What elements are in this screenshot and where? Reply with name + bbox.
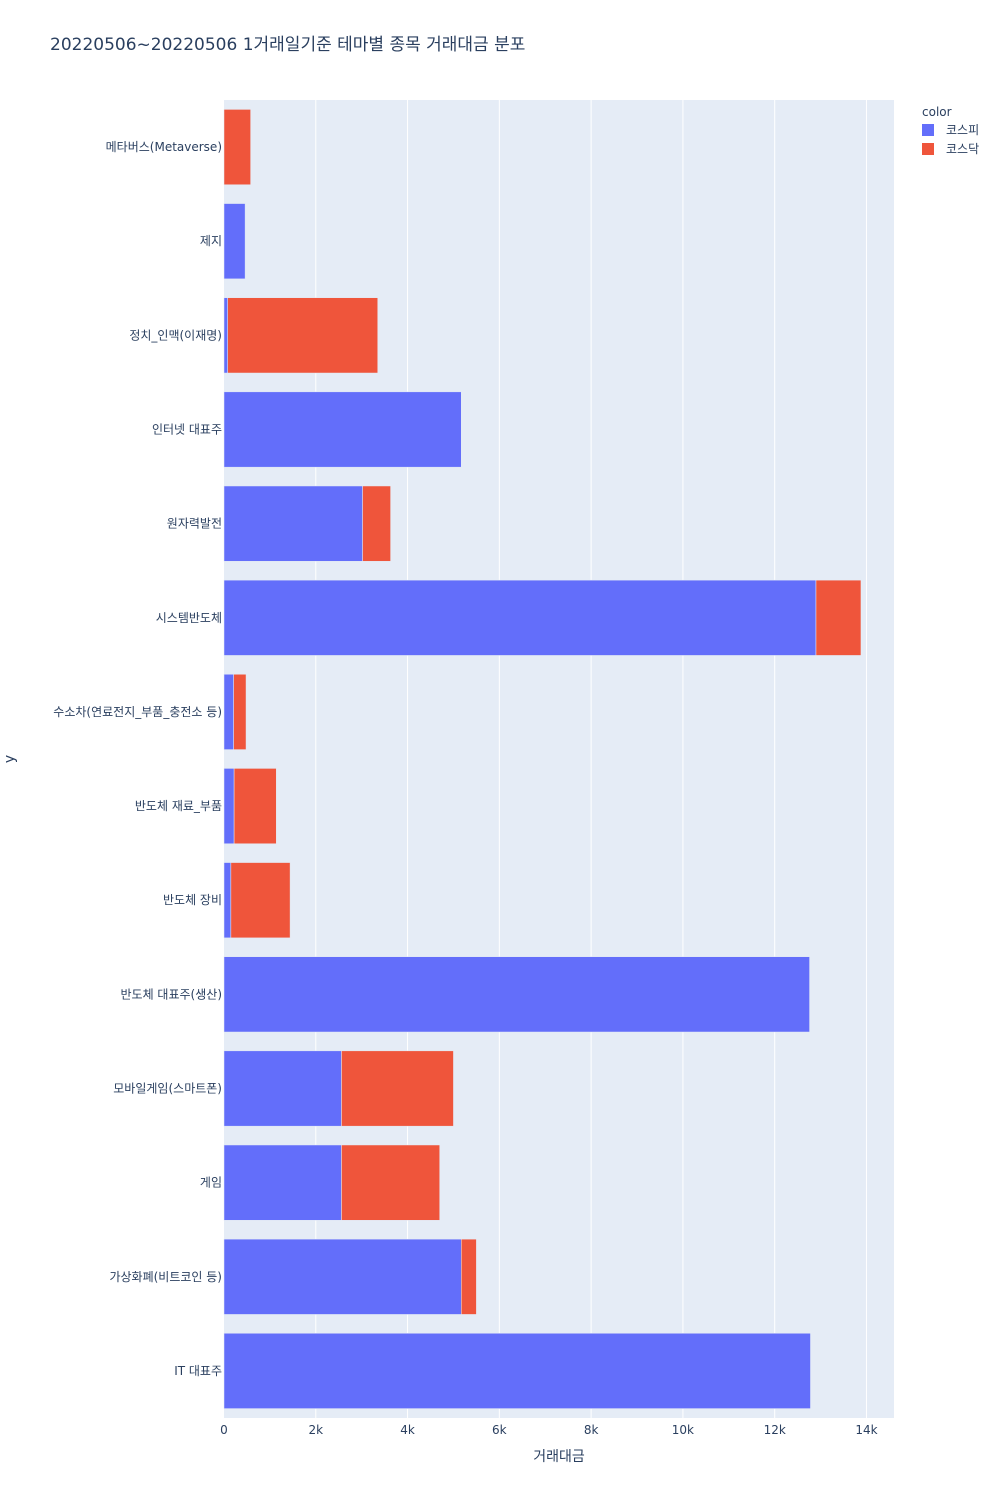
bar-kospi (223, 862, 232, 939)
x-axis-ticks: 0 2k 4k 6k 8k 10k 12k 14k (220, 1423, 877, 1437)
bar-kosdaq (815, 579, 862, 656)
y-tick-label: 가상화폐(비트코인 등) (109, 1270, 222, 1284)
y-tick-label: 제지 (200, 234, 222, 248)
x-tick-label: 10k (672, 1423, 694, 1437)
bar-kospi (223, 768, 235, 844)
y-tick-label: 반도체 대표주(생산) (121, 987, 223, 1001)
y-tick-label: 수소차(연료전지_부품_충전소 등) (53, 705, 222, 719)
x-tick-label: 14k (855, 1423, 877, 1437)
bar-kosdaq (341, 1144, 440, 1221)
y-tick-label: 반도체 재료_부품 (135, 799, 222, 813)
x-tick-label: 8k (584, 1423, 599, 1437)
x-tick-label: 4k (400, 1423, 415, 1437)
bar-kospi (223, 674, 234, 750)
bar-kospi (223, 1333, 811, 1409)
y-tick-label: 모바일게임(스마트폰) (113, 1082, 222, 1096)
bar-kosdaq (223, 109, 251, 185)
y-tick-label: 정치_인맥(이재명) (129, 328, 222, 342)
bar-kosdaq (461, 1238, 477, 1315)
legend-title: color (922, 105, 952, 119)
chart-title: 20220506~20220506 1거래일기준 테마별 종목 거래대금 분포 (50, 35, 525, 55)
x-axis-title: 거래대금 (533, 1449, 585, 1465)
bar-kospi (223, 1050, 342, 1127)
bar-kosdaq (227, 297, 378, 374)
bar-kospi (223, 485, 363, 562)
x-tick-label: 2k (308, 1423, 323, 1437)
legend-swatch[interactable] (922, 143, 934, 155)
x-tick-label: 6k (492, 1423, 507, 1437)
x-tick-label: 12k (764, 1423, 786, 1437)
y-tick-label: 게임 (200, 1176, 222, 1190)
legend-label[interactable]: 코스닥 (946, 142, 979, 156)
x-tick-label: 0 (220, 1423, 228, 1437)
y-tick-label: 인터넷 대표주 (152, 423, 222, 437)
bar-kospi (223, 297, 228, 374)
y-axis-title: y (2, 755, 18, 763)
bars (223, 109, 862, 1409)
bar-kospi (223, 1238, 462, 1315)
y-tick-label: IT 대표주 (174, 1364, 222, 1378)
bar-kosdaq (230, 862, 291, 939)
bar-kosdaq (341, 1050, 454, 1127)
legend-swatch[interactable] (922, 124, 934, 136)
y-tick-label: 원자력발전 (167, 517, 222, 531)
y-tick-label: 시스템반도체 (156, 611, 222, 625)
bar-kosdaq (362, 485, 391, 562)
bar-kospi (223, 579, 817, 656)
y-tick-label: 메타버스(Metaverse) (106, 140, 222, 154)
bar-kosdaq (233, 674, 247, 750)
y-tick-label: 반도체 장비 (163, 893, 222, 907)
bar-kospi (223, 203, 246, 280)
legend-label[interactable]: 코스피 (946, 123, 979, 137)
bar-kospi (223, 391, 462, 468)
bar-kospi (223, 1144, 342, 1221)
bar-kosdaq (233, 768, 277, 844)
bar-kospi (223, 956, 810, 1033)
